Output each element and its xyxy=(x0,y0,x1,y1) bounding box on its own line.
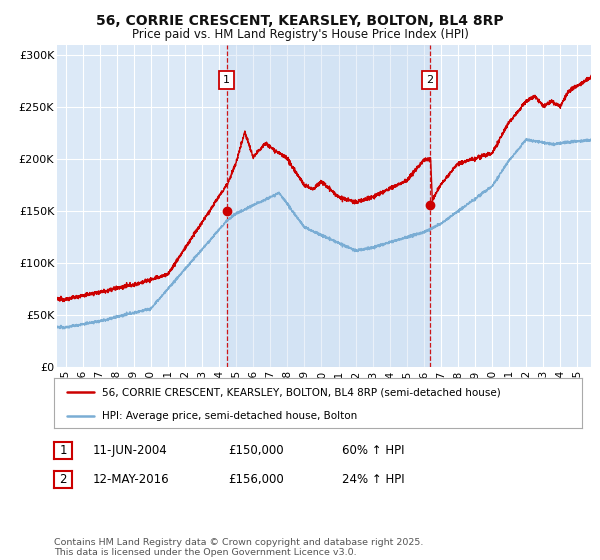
Text: 12-MAY-2016: 12-MAY-2016 xyxy=(93,473,170,487)
Text: 1: 1 xyxy=(223,75,230,85)
Text: HPI: Average price, semi-detached house, Bolton: HPI: Average price, semi-detached house,… xyxy=(101,411,357,421)
Text: 56, CORRIE CRESCENT, KEARSLEY, BOLTON, BL4 8RP (semi-detached house): 56, CORRIE CRESCENT, KEARSLEY, BOLTON, B… xyxy=(101,387,500,397)
Text: 56, CORRIE CRESCENT, KEARSLEY, BOLTON, BL4 8RP: 56, CORRIE CRESCENT, KEARSLEY, BOLTON, B… xyxy=(96,14,504,28)
Text: Price paid vs. HM Land Registry's House Price Index (HPI): Price paid vs. HM Land Registry's House … xyxy=(131,28,469,41)
Text: 24% ↑ HPI: 24% ↑ HPI xyxy=(342,473,404,487)
Text: 11-JUN-2004: 11-JUN-2004 xyxy=(93,444,168,458)
Text: 1: 1 xyxy=(59,444,67,457)
Text: 2: 2 xyxy=(59,473,67,486)
Text: £150,000: £150,000 xyxy=(228,444,284,458)
Bar xyxy=(227,45,430,367)
Text: £156,000: £156,000 xyxy=(228,473,284,487)
Text: 60% ↑ HPI: 60% ↑ HPI xyxy=(342,444,404,458)
Text: 2: 2 xyxy=(427,75,434,85)
Text: Contains HM Land Registry data © Crown copyright and database right 2025.
This d: Contains HM Land Registry data © Crown c… xyxy=(54,538,424,557)
